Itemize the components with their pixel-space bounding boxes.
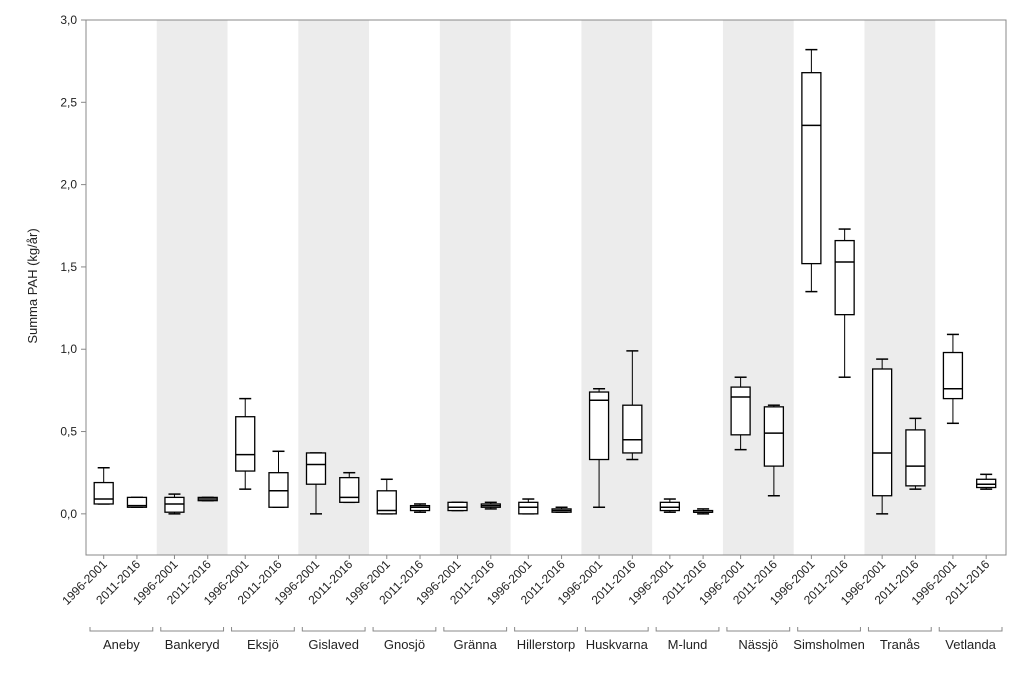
group-bracket bbox=[301, 627, 366, 632]
box-iqr bbox=[872, 368, 893, 497]
box-Eksjö-2011-2016 bbox=[268, 450, 289, 509]
box-Simsholmen-2011-2016 bbox=[834, 228, 855, 378]
box-M-lund-2011-2016 bbox=[692, 508, 714, 515]
box-iqr bbox=[622, 404, 643, 454]
box-Gränna-2011-2016 bbox=[480, 501, 501, 510]
box-Vetlanda-1996-2001 bbox=[942, 333, 964, 425]
group-label: Bankeryd bbox=[165, 637, 220, 652]
group-label: Vetlanda bbox=[945, 637, 996, 652]
box-Huskvarna-2011-2016 bbox=[622, 350, 643, 461]
plot-border bbox=[85, 19, 1007, 556]
group-bands bbox=[156, 20, 936, 555]
box-iqr bbox=[235, 416, 256, 472]
group-bracket bbox=[584, 627, 649, 632]
group-label: Hillerstorp bbox=[517, 637, 576, 652]
group-band bbox=[439, 20, 511, 555]
group-bracket bbox=[514, 627, 578, 632]
box-Bankeryd-2011-2016 bbox=[197, 496, 218, 502]
y-tick-label: 0,5 bbox=[60, 425, 77, 439]
boxes-layer bbox=[93, 48, 997, 515]
group-band bbox=[156, 20, 228, 555]
box-Simsholmen-1996-2001 bbox=[801, 48, 822, 293]
box-Nässjö-1996-2001 bbox=[730, 376, 751, 451]
group-bracket bbox=[655, 627, 720, 632]
box-iqr bbox=[409, 504, 431, 512]
y-tick-label: 0,0 bbox=[60, 507, 77, 521]
box-iqr bbox=[376, 490, 397, 515]
box-Aneby-2011-2016 bbox=[126, 496, 148, 509]
box-iqr bbox=[447, 501, 468, 512]
group-label: Tranås bbox=[880, 637, 920, 652]
y-axis-title: Summa PAH (kg/år) bbox=[25, 228, 40, 343]
box-Gislaved-2011-2016 bbox=[339, 471, 360, 504]
box-Gränna-1996-2001 bbox=[447, 501, 468, 512]
box-Gnosjö-1996-2001 bbox=[376, 478, 397, 515]
box-Vetlanda-2011-2016 bbox=[976, 473, 997, 490]
box-Tranås-2011-2016 bbox=[905, 417, 926, 490]
group-bracket bbox=[372, 627, 437, 632]
group-label: Gislaved bbox=[308, 637, 359, 652]
box-Aneby-1996-2001 bbox=[93, 467, 114, 505]
group-labels: Aneby Bankeryd Eksjö Gislaved Gnosjö Gränna Hi… bbox=[89, 627, 1003, 652]
box-iqr bbox=[268, 472, 289, 508]
box-Hillerstorp-2011-2016 bbox=[551, 506, 572, 513]
y-tick-label: 3,0 bbox=[60, 13, 77, 27]
group-bracket bbox=[231, 627, 295, 632]
group-bracket bbox=[797, 627, 861, 632]
group-label: Huskvarna bbox=[586, 637, 649, 652]
box-iqr bbox=[801, 72, 822, 265]
group-bracket bbox=[938, 627, 1003, 632]
group-label: Eksjö bbox=[247, 637, 279, 652]
box-iqr bbox=[126, 496, 148, 508]
group-bracket bbox=[443, 627, 508, 632]
box-iqr bbox=[834, 239, 855, 316]
group-bracket bbox=[867, 627, 932, 632]
box-Bankeryd-1996-2001 bbox=[164, 493, 185, 515]
box-iqr bbox=[763, 406, 785, 467]
group-label: Gränna bbox=[454, 637, 498, 652]
group-bracket bbox=[160, 627, 225, 632]
box-Eksjö-1996-2001 bbox=[235, 397, 256, 490]
box-Tranås-1996-2001 bbox=[872, 358, 893, 515]
box-Nässjö-2011-2016 bbox=[763, 404, 785, 497]
group-bracket bbox=[726, 627, 791, 632]
box-M-lund-1996-2001 bbox=[659, 498, 680, 513]
group-label: Aneby bbox=[103, 637, 140, 652]
box-iqr bbox=[588, 391, 610, 461]
group-label: Nässjö bbox=[738, 637, 778, 652]
group-label: Gnosjö bbox=[384, 637, 425, 652]
box-Hillerstorp-1996-2001 bbox=[518, 498, 539, 515]
box-iqr bbox=[93, 481, 114, 505]
box-iqr bbox=[164, 496, 185, 513]
group-band bbox=[581, 20, 653, 555]
box-iqr bbox=[942, 351, 964, 400]
y-tick-label: 2,0 bbox=[60, 178, 77, 192]
box-iqr bbox=[659, 501, 680, 512]
box-Gnosjö-2011-2016 bbox=[409, 503, 431, 513]
y-axis: 0,0 0,5 1,0 1,5 2,0 2,5 3,0 bbox=[60, 13, 86, 521]
box-iqr bbox=[305, 452, 327, 485]
box-iqr bbox=[905, 429, 926, 487]
y-tick-label: 1,5 bbox=[60, 260, 77, 274]
box-Huskvarna-1996-2001 bbox=[588, 387, 610, 509]
group-bracket bbox=[89, 627, 154, 632]
group-label: Simsholmen bbox=[793, 637, 865, 652]
box-iqr bbox=[339, 476, 360, 503]
group-label: M-lund bbox=[668, 637, 708, 652]
box-Gislaved-1996-2001 bbox=[305, 452, 327, 515]
box-iqr bbox=[976, 478, 997, 489]
y-tick-label: 2,5 bbox=[60, 95, 77, 109]
y-tick-label: 1,0 bbox=[60, 342, 77, 356]
group-band bbox=[722, 20, 794, 555]
x-axis: 1996-20012011-20161996-20012011-20161996… bbox=[59, 555, 993, 608]
box-iqr bbox=[730, 386, 751, 436]
box-iqr bbox=[518, 501, 539, 515]
plot-frame bbox=[85, 19, 1007, 556]
